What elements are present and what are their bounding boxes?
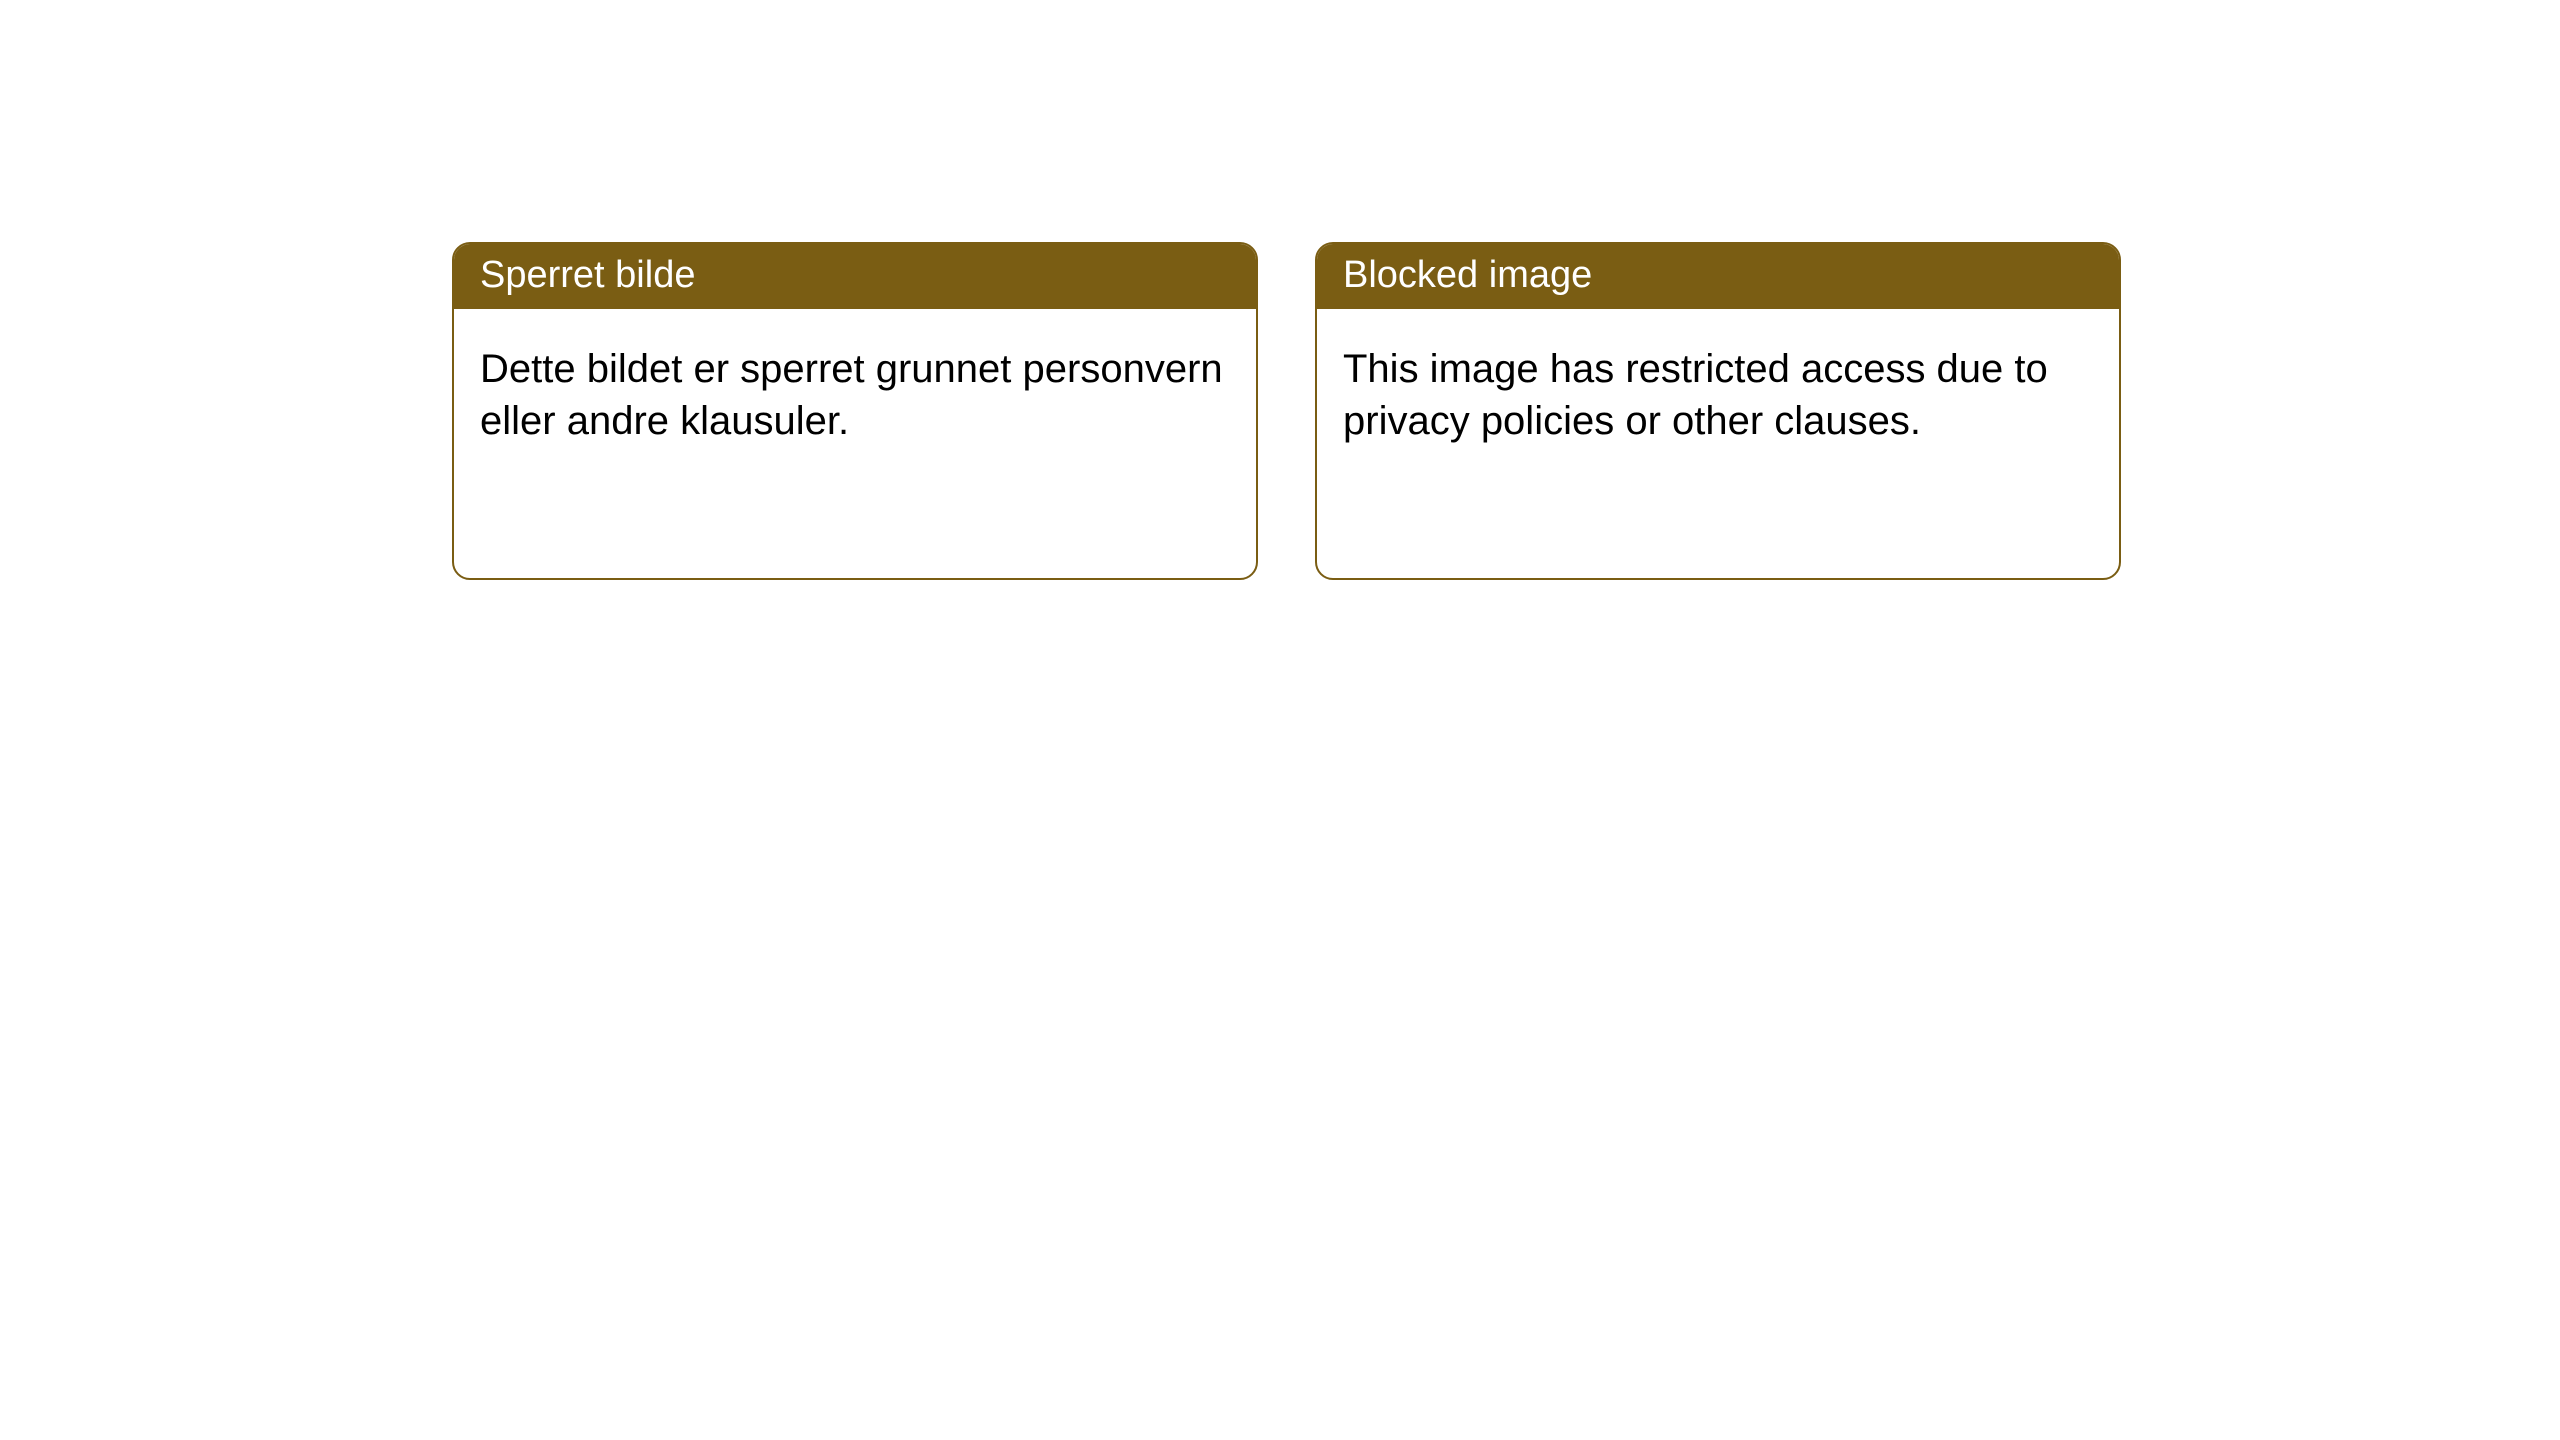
notice-body-norwegian: Dette bildet er sperret grunnet personve… xyxy=(454,309,1256,473)
notice-header-english: Blocked image xyxy=(1317,244,2119,309)
notice-box-english: Blocked image This image has restricted … xyxy=(1315,242,2121,580)
notice-box-norwegian: Sperret bilde Dette bildet er sperret gr… xyxy=(452,242,1258,580)
notice-header-norwegian: Sperret bilde xyxy=(454,244,1256,309)
notice-body-english: This image has restricted access due to … xyxy=(1317,309,2119,473)
notice-container: Sperret bilde Dette bildet er sperret gr… xyxy=(0,0,2560,580)
